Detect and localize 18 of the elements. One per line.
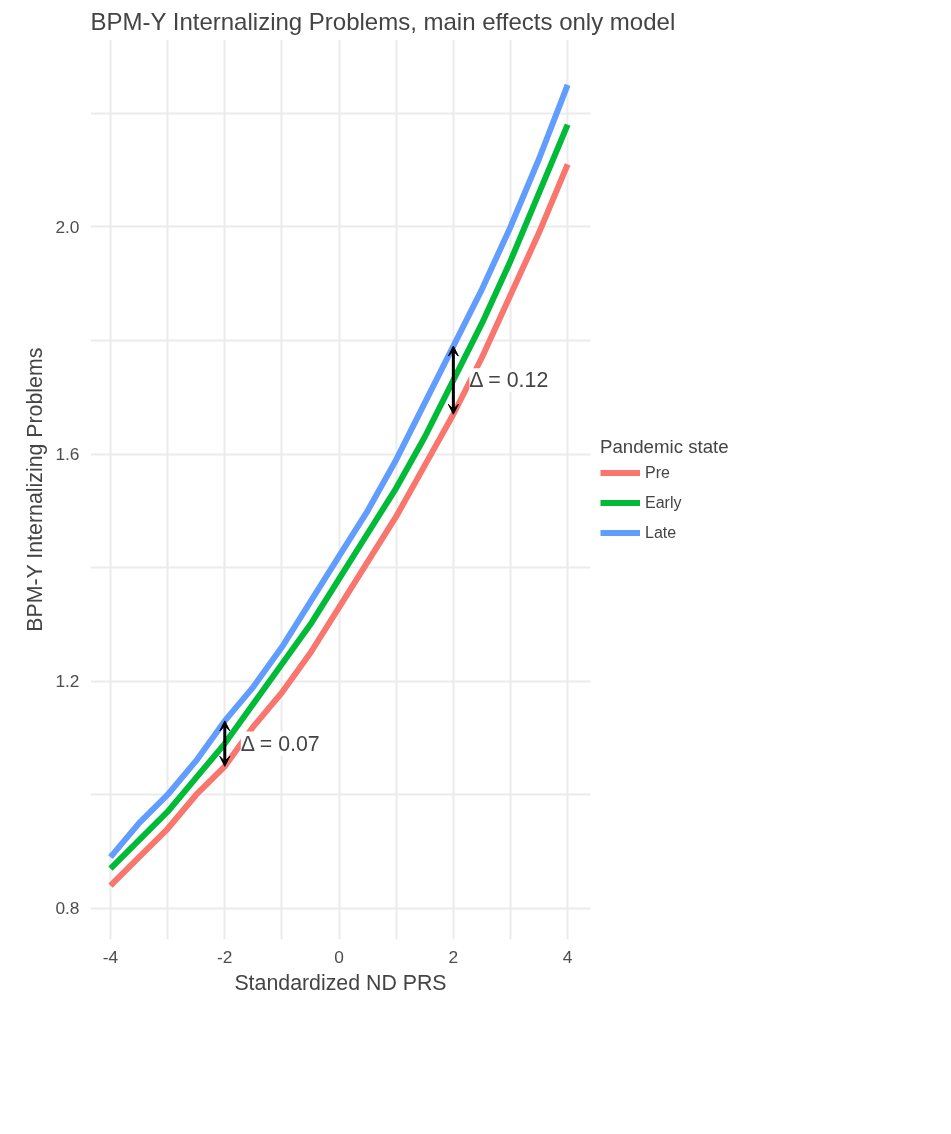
- legend-label: Early: [645, 493, 682, 512]
- x-tick-label: -4: [102, 946, 119, 967]
- annotation: Δ = 0.07: [240, 731, 320, 756]
- annotation: Δ = 0.12: [469, 368, 549, 393]
- chart-title: BPM-Y Internalizing Problems, main effects only model: [90, 7, 676, 35]
- x-axis-title: Standardized ND PRS: [234, 970, 447, 995]
- y-tick-label: 0.8: [55, 898, 80, 919]
- x-tick-label: 0: [334, 946, 344, 967]
- y-tick-label: 1.6: [55, 444, 80, 465]
- y-axis-title: BPM-Y Internalizing Problems: [23, 347, 48, 632]
- legend-label: Late: [645, 523, 677, 542]
- legend-title: Pandemic state: [600, 435, 729, 458]
- x-tick-label: -2: [217, 946, 233, 967]
- y-tick-label: 2.0: [55, 216, 80, 237]
- x-tick-label: 2: [448, 946, 459, 967]
- legend-label: Pre: [645, 463, 670, 482]
- y-tick-label: 1.2: [55, 671, 80, 692]
- x-tick-label: 4: [562, 946, 573, 967]
